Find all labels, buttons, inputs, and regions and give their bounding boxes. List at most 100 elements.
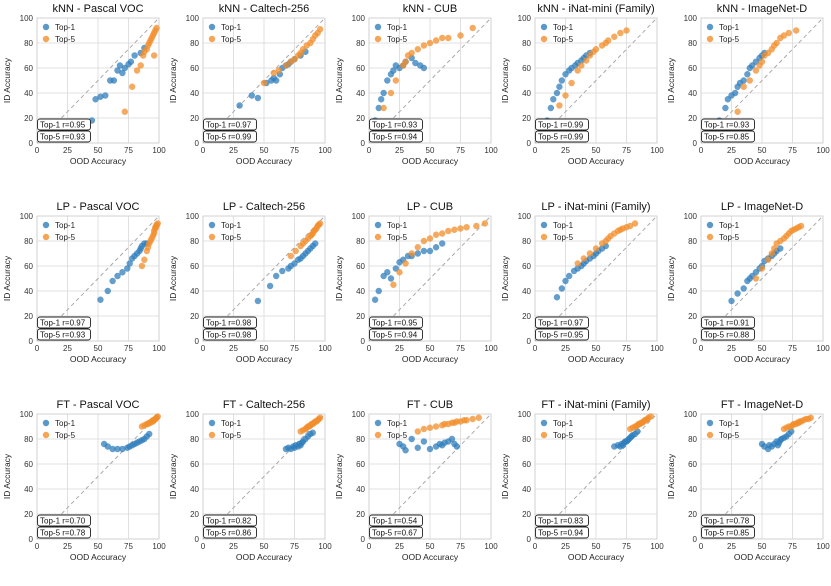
top1-point [371,296,379,303]
r-value-box [203,316,257,329]
y-tick-label: 20 [522,114,531,123]
x-tick-label: 50 [592,542,601,551]
top5-point [473,222,480,230]
panel-9: LP - iNat-mini (Family) 0 25 50 75 100 0 20 40 60… [500,201,664,364]
legend-label: Top-5 [719,35,740,44]
top5-point [316,220,324,227]
x-tick-label: 100 [484,344,498,353]
y-tick-label: 60 [190,262,199,271]
y-tick-label: 40 [356,287,365,296]
top5-point [568,79,575,87]
top1-point [378,96,385,103]
top5-point [752,275,760,282]
x-tick-label: 0 [35,542,40,551]
legend-label: Top-1 [55,23,76,32]
top1-point [420,64,428,72]
x-tick-label: 50 [592,344,601,353]
top1-point [104,287,111,295]
top1-point [109,277,116,285]
top5-point [481,220,489,227]
top5-point [154,220,161,227]
top5-point [451,226,458,233]
top1-point [92,96,99,103]
top5-point [574,260,581,267]
y-tick-label: 100 [518,14,532,23]
y-axis-label: ID Accuracy [666,453,676,499]
x-tick-label: 75 [788,542,797,551]
top1-point [556,83,563,90]
y-axis-label: ID Accuracy [168,255,178,301]
legend-label: Top-5 [553,35,574,44]
y-tick-label: 80 [356,39,365,48]
top1-point [236,102,243,109]
y-tick-label: 20 [190,114,199,123]
y-tick-label: 40 [24,485,33,494]
top1-point [375,104,382,112]
top1-point [550,96,557,103]
x-tick-label: 100 [650,344,664,353]
top1-point [426,445,434,453]
top5-point [445,227,452,235]
top5-point [746,77,753,84]
r-value-label: Top-5 r=0.99 [538,133,584,142]
top1-point [110,77,118,84]
x-tick-label: 75 [456,146,465,155]
x-tick-label: 100 [484,542,498,551]
x-tick-label: 0 [533,542,538,551]
top1-point [453,443,461,450]
top1-point [408,435,415,443]
y-axis-label: ID Accuracy [334,453,344,499]
plot-frame [202,17,326,144]
y-axis-label: ID Accuracy [2,453,12,499]
legend-marker [540,35,548,43]
x-axis-label: OOD Accuracy [70,354,127,364]
y-tick-label: 0 [195,139,200,148]
top5-point [414,244,421,251]
panel-4: kNN - iNat-mini (Family) 0 25 50 75 100 0 20 40 6… [500,3,664,166]
top5-point [380,104,387,112]
x-tick-label: 25 [561,344,570,353]
top1-point [127,58,135,65]
y-tick-label: 80 [688,237,697,246]
r-value-box [535,328,589,341]
r-value-label: Top-1 r=0.54 [372,517,418,526]
chart-title: FT - CUB [407,399,453,411]
y-tick-label: 100 [20,212,34,221]
legend-label: Top-1 [387,419,408,428]
top5-point [408,49,415,57]
legend-label: Top-1 [221,419,242,428]
r-value-label: Top-5 r=0.94 [372,133,418,142]
y-tick-label: 60 [356,460,365,469]
x-axis-label: OOD Accuracy [734,156,791,166]
legend-label: Top-1 [387,221,408,230]
x-tick-label: 75 [124,344,133,353]
legend-label: Top-1 [719,23,740,32]
top1-point [375,287,382,295]
y-tick-label: 40 [356,485,365,494]
r-value-label: Top-1 r=0.97 [40,319,86,328]
x-axis-label: OOD Accuracy [568,156,625,166]
top1-point [744,71,751,78]
x-tick-label: 75 [290,146,299,155]
x-tick-label: 75 [788,344,797,353]
r-value-box [701,514,755,527]
r-value-label: Top-5 r=0.86 [206,529,252,538]
x-tick-label: 0 [367,542,372,551]
x-tick-label: 0 [35,146,40,155]
top5-point [121,108,129,115]
x-tick-label: 50 [260,542,269,551]
x-axis-label: OOD Accuracy [568,552,625,562]
top5-point [768,250,775,257]
plot-frame [534,413,658,540]
y-tick-label: 0 [29,139,34,148]
legend-label: Top-1 [719,419,740,428]
top5-point [275,67,282,74]
top1-point [279,267,286,275]
y-axis-label: ID Accuracy [500,57,510,103]
y-tick-label: 20 [24,114,33,123]
top1-point [380,89,387,97]
top5-point [402,260,409,267]
top5-point [420,42,428,49]
r-value-box [535,316,589,329]
r-value-box [37,514,91,527]
